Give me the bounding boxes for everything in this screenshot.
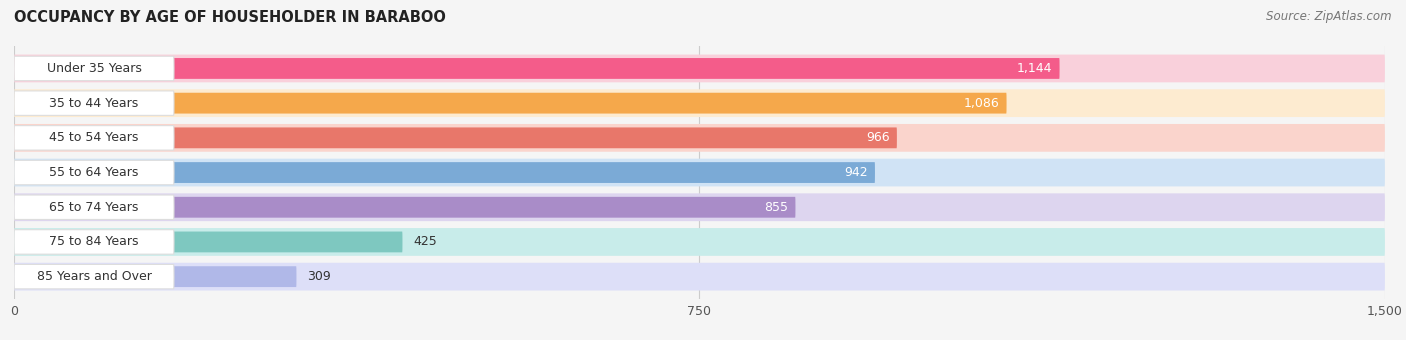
FancyBboxPatch shape <box>14 228 1385 256</box>
FancyBboxPatch shape <box>14 126 174 150</box>
FancyBboxPatch shape <box>14 193 1385 221</box>
FancyBboxPatch shape <box>14 128 897 148</box>
Text: 85 Years and Over: 85 Years and Over <box>37 270 152 283</box>
Text: 55 to 64 Years: 55 to 64 Years <box>49 166 139 179</box>
FancyBboxPatch shape <box>14 56 174 81</box>
FancyBboxPatch shape <box>14 160 174 185</box>
Text: Source: ZipAtlas.com: Source: ZipAtlas.com <box>1267 10 1392 23</box>
FancyBboxPatch shape <box>14 263 1385 290</box>
Text: 1,144: 1,144 <box>1017 62 1052 75</box>
FancyBboxPatch shape <box>14 162 875 183</box>
Text: 309: 309 <box>308 270 332 283</box>
FancyBboxPatch shape <box>14 197 796 218</box>
FancyBboxPatch shape <box>14 265 174 289</box>
FancyBboxPatch shape <box>14 232 402 252</box>
Text: 855: 855 <box>763 201 789 214</box>
Text: 45 to 54 Years: 45 to 54 Years <box>49 131 139 144</box>
FancyBboxPatch shape <box>14 159 1385 186</box>
FancyBboxPatch shape <box>14 266 297 287</box>
Text: OCCUPANCY BY AGE OF HOUSEHOLDER IN BARABOO: OCCUPANCY BY AGE OF HOUSEHOLDER IN BARAB… <box>14 10 446 25</box>
FancyBboxPatch shape <box>14 93 1007 114</box>
FancyBboxPatch shape <box>14 55 1385 82</box>
Text: 65 to 74 Years: 65 to 74 Years <box>49 201 139 214</box>
Text: 75 to 84 Years: 75 to 84 Years <box>49 235 139 249</box>
Text: 966: 966 <box>866 131 890 144</box>
FancyBboxPatch shape <box>14 195 174 219</box>
Text: 942: 942 <box>844 166 868 179</box>
Text: Under 35 Years: Under 35 Years <box>46 62 142 75</box>
FancyBboxPatch shape <box>14 124 1385 152</box>
FancyBboxPatch shape <box>14 91 174 115</box>
Text: 1,086: 1,086 <box>963 97 1000 110</box>
Text: 425: 425 <box>413 235 437 249</box>
FancyBboxPatch shape <box>14 230 174 254</box>
Text: 35 to 44 Years: 35 to 44 Years <box>49 97 139 110</box>
FancyBboxPatch shape <box>14 58 1060 79</box>
FancyBboxPatch shape <box>14 89 1385 117</box>
